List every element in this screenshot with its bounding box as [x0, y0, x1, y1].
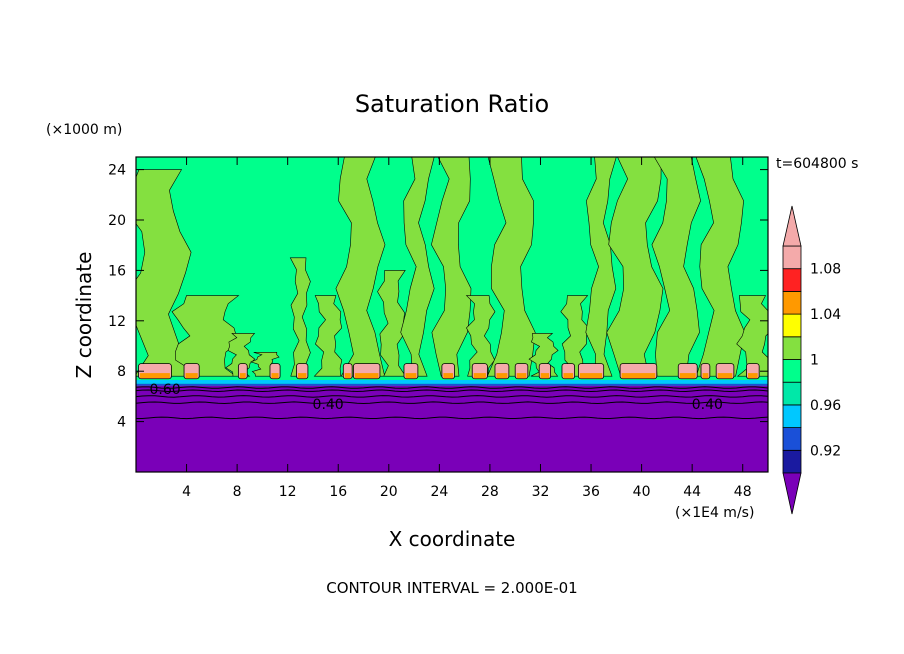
cloud-base-band — [748, 373, 758, 379]
cloud-base-band — [496, 373, 508, 379]
supersaturated-plume — [377, 270, 407, 377]
cloud-base-band — [702, 373, 709, 379]
contour-line — [136, 386, 768, 389]
x-axis-title: X coordinate — [389, 527, 516, 551]
x-axis: 4 8 12 16 20 24 28 32 36 40 44 48 — [182, 157, 752, 500]
y-unit-label: (×1000 m) — [46, 122, 122, 138]
supersaturated-plume — [335, 157, 386, 377]
cloud-base-band — [239, 373, 246, 379]
y-tick-label: 24 — [108, 163, 126, 179]
transition-band — [136, 380, 768, 384]
supersaturated-plume — [465, 295, 496, 377]
cloud-base-band — [271, 373, 279, 379]
y-axis: 4 8 12 16 20 24 — [108, 163, 768, 431]
supersaturated-plume — [431, 157, 472, 377]
colorbar-segment — [782, 404, 802, 428]
cloud-base-band — [354, 373, 379, 379]
x-tick-label: 40 — [633, 484, 651, 500]
colorbar-over-arrow — [782, 205, 802, 247]
x-tick-label: 4 — [182, 484, 191, 500]
supersaturated-plume — [585, 157, 617, 377]
colorbar: 1.08 1.04 1 0.96 0.92 — [782, 205, 841, 515]
contour-line — [136, 389, 768, 393]
y-tick-label: 20 — [108, 213, 126, 229]
cloud-base-band — [443, 373, 454, 379]
colorbar-segment — [782, 449, 802, 474]
y-tick-label: 16 — [108, 263, 126, 279]
x-tick-label: 36 — [582, 484, 600, 500]
supersaturated-plume — [289, 257, 311, 377]
y-tick-label: 8 — [117, 364, 126, 380]
colorbar-label: 0.92 — [810, 443, 841, 459]
cloud-base-band — [344, 373, 351, 379]
cloud-base-band — [563, 373, 574, 379]
contour-interval-footer: CONTOUR INTERVAL = 2.000E-01 — [326, 579, 577, 597]
contour-lines — [136, 386, 768, 420]
cloud-base-band — [540, 373, 550, 379]
contour-labels: 0.60 0.40 0.40 — [149, 382, 722, 413]
colorbar-segment — [782, 359, 802, 383]
cloud-base-band — [717, 373, 733, 379]
x-unit-label: (×1E4 m/s) — [675, 505, 754, 521]
colorbar-segment — [782, 290, 802, 315]
colorbar-segment — [782, 427, 802, 451]
colorbar-segment — [782, 381, 802, 406]
contour-label: 0.60 — [149, 382, 180, 398]
x-tick-label: 8 — [233, 484, 242, 500]
colorbar-segment — [782, 336, 802, 360]
y-axis-title: Z coordinate — [72, 252, 96, 379]
supersaturated-plume — [736, 295, 768, 377]
cloud-base-band — [579, 373, 603, 379]
colorbar-label: 0.96 — [810, 398, 841, 414]
supersaturated-plume — [313, 295, 343, 377]
cloud-base-band — [185, 373, 198, 379]
x-tick-label: 12 — [279, 484, 297, 500]
x-tick-label: 16 — [329, 484, 347, 500]
cloud-base-band — [473, 373, 486, 379]
x-tick-label: 44 — [683, 484, 701, 500]
y-tick-label: 12 — [108, 314, 126, 330]
transition-band — [136, 383, 768, 386]
supersaturated-plume — [695, 157, 746, 377]
colorbar-label: 1.04 — [810, 307, 841, 323]
colorbar-segment — [782, 313, 802, 338]
contour-label: 0.40 — [692, 397, 723, 413]
x-tick-label: 48 — [734, 484, 752, 500]
plot-frame — [135, 156, 769, 473]
cloud-base-band — [621, 373, 656, 379]
subsaturated-layer — [136, 385, 768, 472]
contour-line — [136, 401, 768, 405]
supersaturated-plume — [606, 157, 664, 377]
colorbar-label: 1.08 — [810, 262, 841, 278]
supersaturated-plume — [136, 169, 193, 377]
colorbar-segment — [782, 245, 802, 270]
colorbar-segment — [782, 268, 802, 292]
colorbar-label: 1 — [810, 353, 819, 369]
supersaturated-plume — [560, 295, 591, 377]
supersaturated-plume — [651, 157, 701, 377]
x-tick-label: 20 — [380, 484, 398, 500]
cloud-base-band — [140, 373, 170, 379]
x-tick-label: 32 — [532, 484, 550, 500]
x-tick-label: 28 — [481, 484, 499, 500]
supersaturated-plume — [400, 157, 435, 377]
colorbar-under-arrow — [782, 472, 802, 515]
chart-title: Saturation Ratio — [355, 90, 549, 118]
contour-line — [136, 395, 768, 398]
cloud-base-band — [298, 373, 307, 379]
contour-label: 0.40 — [313, 397, 344, 413]
time-label: t=604800 s — [776, 156, 858, 172]
contour-field — [136, 157, 768, 472]
supersaturated-plume — [171, 295, 240, 377]
cloud-base-band — [679, 373, 696, 379]
y-tick-label: 4 — [117, 415, 126, 431]
contour-line — [136, 416, 768, 420]
cloud-base-band — [405, 373, 417, 379]
x-tick-label: 24 — [430, 484, 448, 500]
supersaturated-plume — [486, 157, 536, 377]
cloud-base-band — [516, 373, 527, 379]
